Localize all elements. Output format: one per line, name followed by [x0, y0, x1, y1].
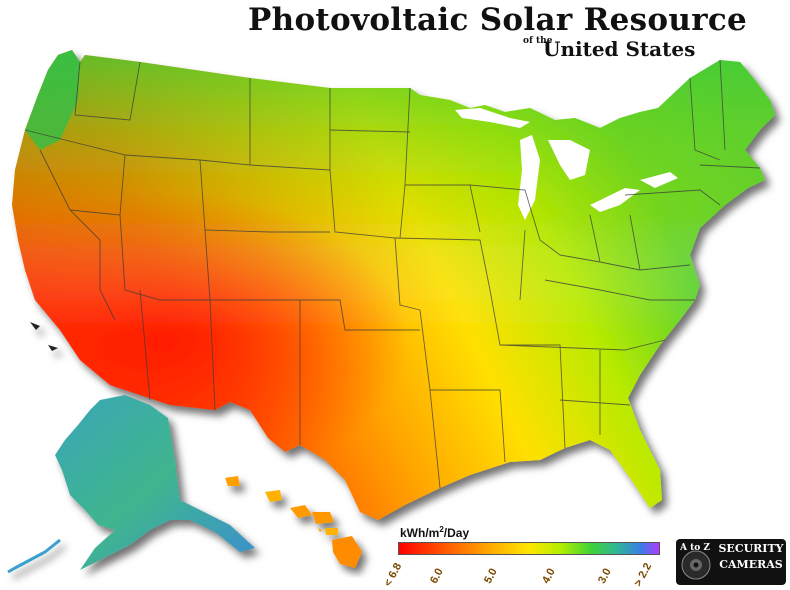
logo-text: SECURITY CAMERAS [716, 541, 786, 573]
legend-unit-suffix: /Day [443, 526, 470, 540]
logo-mark: A to Z [680, 543, 710, 553]
hawaii-region [225, 476, 362, 568]
alaska-region [7, 395, 255, 574]
legend-unit-label: kWh/m2/Day [400, 525, 469, 540]
legend-unit-sup: 2 [439, 525, 444, 534]
legend-color-bar [398, 542, 660, 555]
subtitle-of-the: of the [523, 36, 553, 46]
map-title: Photovoltaic Solar Resource [248, 2, 748, 38]
company-logo [676, 539, 786, 585]
logo-line-2: CAMERAS [719, 558, 783, 571]
map-subtitle: of theUnited States [523, 36, 696, 62]
subtitle-country: United States [543, 37, 696, 61]
logo-line-1: SECURITY [718, 542, 784, 555]
legend-unit-base: kWh/m [400, 526, 440, 540]
contiguous-us-region [12, 50, 775, 520]
